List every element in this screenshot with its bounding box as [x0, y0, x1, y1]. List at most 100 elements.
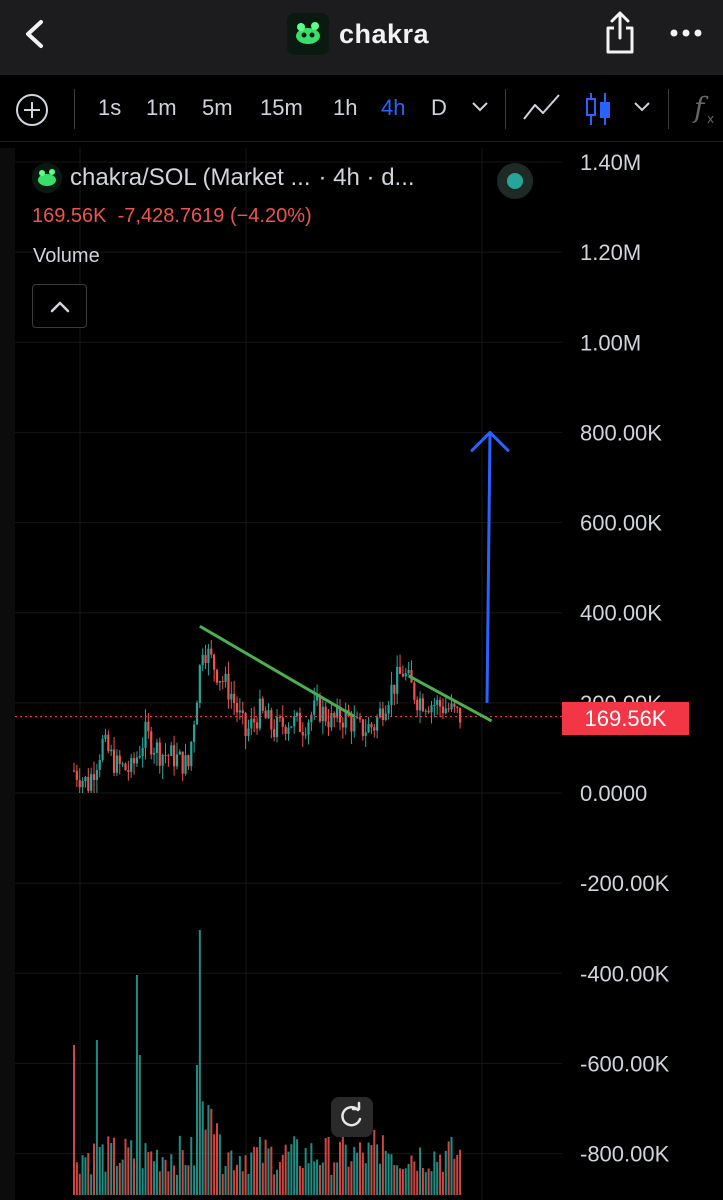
chart-left-strip [0, 148, 15, 1200]
candle-body [390, 684, 393, 705]
volume-bar [93, 1143, 96, 1195]
timeframe-5m[interactable]: 5m [202, 95, 233, 120]
chevron-up-icon [50, 301, 70, 313]
volume-bar [133, 1158, 136, 1195]
candle-body [238, 710, 241, 713]
chart-area[interactable] [0, 142, 723, 1200]
volume-bar [459, 1149, 462, 1195]
candle-body [307, 722, 310, 735]
candle-body [378, 708, 382, 718]
trendline [407, 674, 493, 723]
candle-body [195, 702, 199, 725]
candle-body [281, 717, 284, 727]
volume-bar [436, 1161, 439, 1195]
candle-body [459, 707, 462, 723]
candle-body [376, 717, 379, 731]
volume-bar [384, 1150, 387, 1195]
candle-body [138, 755, 141, 758]
volume-bar [98, 1146, 101, 1195]
price-change-legend: 169.56K -7,428.7619 (−4.20%) [32, 205, 312, 228]
collapse-legend-button[interactable] [32, 284, 87, 328]
candle-body [316, 695, 319, 701]
candle-body [364, 732, 367, 736]
candle-body [416, 699, 419, 711]
candle-body [98, 759, 101, 770]
function-icon: f x [692, 91, 714, 126]
volume-bar [184, 1165, 187, 1195]
volume-label: Volume [33, 245, 100, 267]
add-indicator-button[interactable] [14, 92, 50, 128]
market-status-indicator[interactable] [497, 163, 533, 199]
volume-bar [456, 1154, 459, 1195]
volume-bar [236, 1164, 239, 1195]
timeframe-4h[interactable]: 4h [381, 95, 406, 120]
indicators-button[interactable]: f x [690, 89, 723, 132]
timeframe-1m[interactable]: 1m [146, 95, 177, 120]
reset-chart-button[interactable] [331, 1097, 373, 1137]
candle-body [270, 710, 273, 730]
volume-bar [153, 1161, 156, 1195]
chart-annotations [15, 430, 562, 723]
candle-body [78, 780, 81, 788]
volume-bar [195, 1065, 198, 1195]
timeframe-d[interactable]: D [431, 95, 447, 120]
back-button[interactable] [16, 14, 56, 54]
volume-bar [127, 1147, 130, 1195]
price-scale-label: -800.00K [580, 1142, 670, 1167]
volume-bar [247, 1173, 250, 1195]
price-scale-label: 1.00M [580, 330, 641, 355]
more-horizontal-icon [670, 29, 702, 37]
volume-bar [87, 1153, 90, 1195]
share-button[interactable] [600, 10, 640, 56]
app-title-group: chakra [287, 12, 429, 56]
volume-bar [178, 1135, 181, 1195]
volume-bar [313, 1161, 316, 1195]
volume-bar [218, 1134, 221, 1195]
candle-body [381, 708, 384, 720]
volume-bar [447, 1141, 450, 1195]
chart-type-dropdown-button[interactable] [632, 99, 652, 120]
timeframe-1h[interactable]: 1h [333, 95, 358, 120]
volume-bar [307, 1163, 310, 1195]
volume-bar [241, 1171, 244, 1195]
candle-body [247, 728, 250, 737]
timeframe-15m[interactable]: 15m [260, 95, 303, 120]
add-indicator-icon [16, 94, 48, 126]
candle-body [401, 673, 404, 677]
line-chart-button[interactable] [521, 91, 563, 130]
volume-bar [90, 1174, 93, 1195]
candle-body [213, 654, 216, 670]
candle-body [387, 704, 390, 714]
candlestick-button[interactable] [583, 91, 613, 132]
volume-bar [113, 1137, 116, 1195]
volume-bar [333, 1162, 336, 1195]
volume-bar [104, 1171, 107, 1195]
volume-bar [370, 1144, 373, 1195]
candle-body [418, 698, 422, 711]
volume-bar [150, 1151, 153, 1195]
volume-bar [450, 1136, 453, 1195]
volume-bar [287, 1151, 290, 1195]
volume-bar [124, 1138, 127, 1195]
volume-bar [210, 1108, 213, 1195]
candle-body [218, 681, 221, 683]
volume-bar [338, 1141, 341, 1195]
candle-body [370, 724, 373, 728]
symbol-legend[interactable]: chakra/SOL (Market ... · 4h · d... [32, 163, 415, 193]
volume-bar [121, 1159, 124, 1195]
current-price-tag: 169.56K [562, 702, 689, 735]
candle-body [152, 752, 156, 755]
toolbar-divider [668, 89, 669, 129]
volume-bar [344, 1144, 347, 1195]
timeframe-1s[interactable]: 1s [98, 95, 122, 120]
volume-bar [190, 1137, 193, 1195]
top-navigation-bar: chakra [0, 0, 723, 75]
volume-bar [419, 1147, 422, 1195]
volume-bar [330, 1174, 333, 1195]
timeframe-dropdown-button[interactable] [470, 99, 490, 120]
candle-body [396, 666, 399, 694]
candle-body [358, 717, 362, 720]
candle-body [244, 713, 247, 737]
more-options-button[interactable] [666, 18, 708, 48]
volume-bar [361, 1152, 364, 1195]
